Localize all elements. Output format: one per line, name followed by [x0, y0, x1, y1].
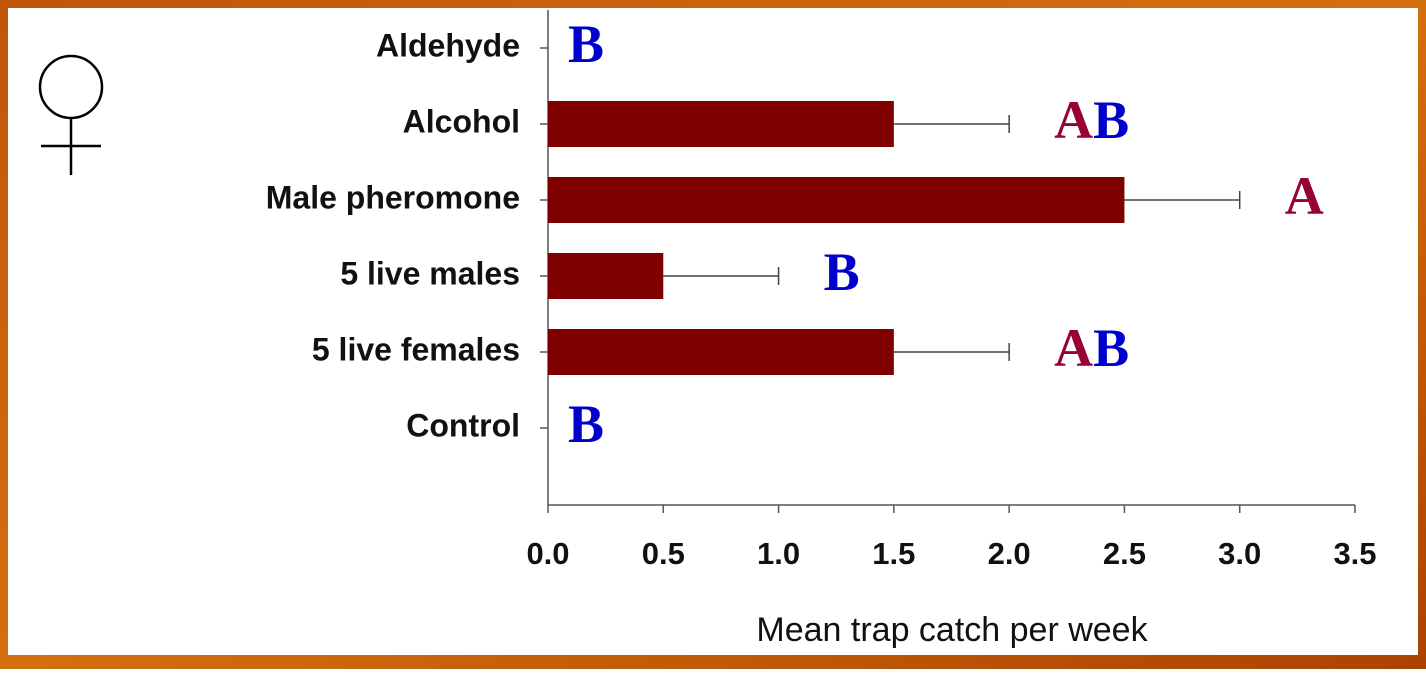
significance-label: AB [1054, 318, 1129, 378]
x-tick-label: 3.0 [1218, 536, 1261, 571]
bar [548, 329, 894, 375]
significance-label: B [568, 394, 604, 454]
x-tick-label: 1.0 [757, 536, 800, 571]
bar [548, 101, 894, 147]
y-tick-label: 5 live males [340, 255, 520, 291]
significance-label: A [1285, 166, 1324, 226]
x-tick-label: 1.5 [872, 536, 915, 571]
x-axis-title: Mean trap catch per week [756, 611, 1148, 649]
x-tick-label: 0.5 [642, 536, 685, 571]
bar [548, 177, 1125, 223]
significance-label: B [568, 14, 604, 74]
female-symbol [38, 54, 104, 175]
y-tick-label: Alcohol [403, 103, 520, 139]
x-tick-label: 0.0 [526, 536, 569, 571]
significance-label: AB [1054, 90, 1129, 150]
y-tick-label: Male pheromone [266, 179, 520, 215]
y-tick-label: Aldehyde [376, 27, 520, 63]
x-tick-label: 2.5 [1103, 536, 1146, 571]
y-tick-label: 5 live females [312, 331, 520, 367]
y-tick-label: Control [406, 407, 520, 443]
x-tick-label: 3.5 [1333, 536, 1376, 571]
x-tick-label: 2.0 [988, 536, 1031, 571]
significance-label: B [824, 242, 860, 302]
bar [548, 253, 664, 299]
